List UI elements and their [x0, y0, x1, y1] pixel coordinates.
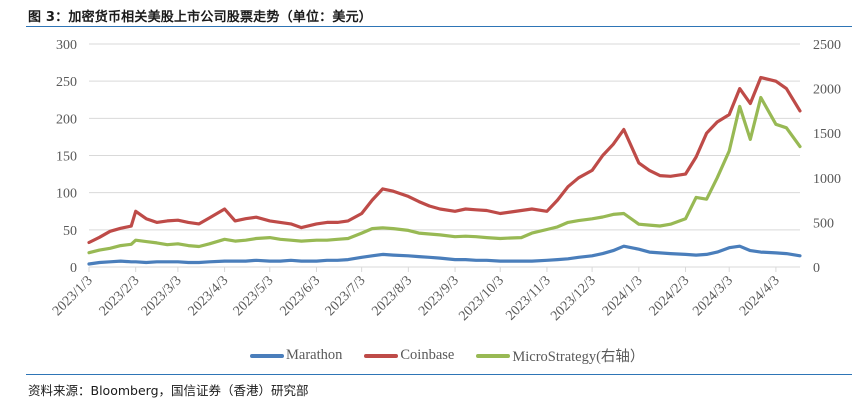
x-tick-label: 2023/12/3 — [548, 273, 599, 324]
y-right-tick-label: 1000 — [813, 172, 841, 187]
legend-label: Marathon — [286, 347, 343, 363]
y-left-tick-label: 250 — [56, 75, 77, 90]
legend-item-marathon: Marathon — [250, 347, 342, 364]
y-left-tick-label: 0 — [70, 261, 77, 276]
series-line-marathon — [87, 244, 802, 266]
x-tick-label: 2023/8/3 — [369, 273, 415, 319]
right-y-axis: 0 500 1000 1500 2000 2500 — [813, 38, 841, 276]
x-tick-label: 2023/3/3 — [139, 273, 185, 319]
chart-legend: Marathon Coinbase MicroStrategy(右轴） — [250, 345, 644, 366]
legend-item-microstrategy: MicroStrategy(右轴） — [476, 345, 644, 366]
x-tick-label: 2023/7/3 — [323, 273, 369, 319]
x-tick-label: 2023/2/3 — [97, 273, 143, 319]
x-tick-label: 2024/4/3 — [737, 273, 783, 319]
legend-item-coinbase: Coinbase — [364, 347, 454, 364]
y-left-tick-label: 200 — [56, 112, 77, 127]
y-left-tick-label: 300 — [56, 38, 77, 53]
y-left-tick-label: 150 — [56, 150, 77, 165]
x-tick-label: 2023/9/3 — [416, 273, 462, 319]
y-right-tick-label: 1500 — [813, 127, 841, 142]
y-left-tick-label: 50 — [63, 224, 77, 239]
legend-label: Coinbase — [400, 347, 455, 363]
microstrategy-swatch-icon — [476, 353, 511, 358]
y-right-tick-label: 2500 — [813, 38, 841, 53]
x-tick-label: 2024/3/3 — [690, 273, 736, 319]
y-left-tick-label: 100 — [56, 187, 77, 202]
x-tick-label: 2023/11/3 — [503, 273, 553, 323]
y-right-tick-label: 2000 — [813, 83, 841, 98]
figure-title: 图 3：加密货币相关美股上市公司股票走势（单位：美元） — [28, 10, 372, 25]
y-right-tick-label: 0 — [813, 261, 820, 276]
x-tick-label: 2023/5/3 — [231, 273, 277, 319]
series-lines — [87, 75, 802, 266]
x-tick-label: 2023/1/3 — [50, 273, 96, 319]
left-y-axis: 0 50 100 150 200 250 300 — [56, 38, 77, 276]
title-divider — [26, 26, 852, 27]
x-tick-label: 2024/1/3 — [600, 273, 646, 319]
marathon-swatch-icon — [250, 353, 284, 358]
gridlines — [89, 43, 800, 231]
x-tick-label: 2023/10/3 — [456, 273, 507, 324]
source-divider — [26, 374, 852, 375]
series-line-microstrategy — [87, 95, 802, 255]
coinbase-swatch-icon — [364, 353, 399, 358]
x-tick-label: 2023/4/3 — [186, 273, 232, 319]
y-right-tick-label: 500 — [813, 216, 834, 231]
source-note: 资料来源：Bloomberg，国信证券（香港）研究部 — [28, 383, 309, 398]
series-line-coinbase — [87, 75, 802, 245]
x-tick-label: 2024/2/3 — [647, 273, 693, 319]
x-tick-label: 2023/6/3 — [277, 273, 323, 319]
legend-label: MicroStrategy(右轴） — [512, 349, 645, 365]
